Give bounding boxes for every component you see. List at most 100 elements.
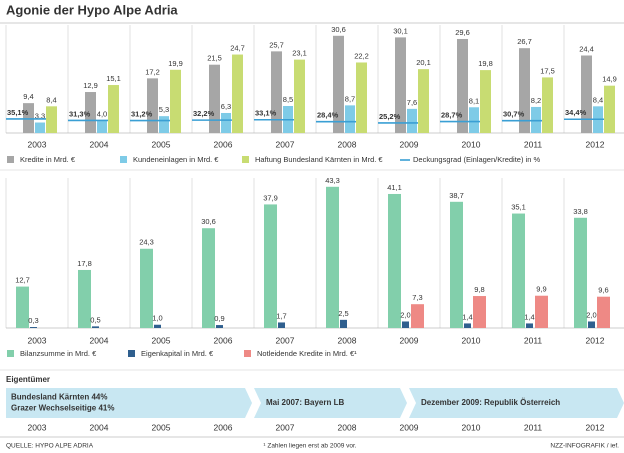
bar [388,193,401,328]
year-label: 2003 [28,139,47,149]
bar [170,69,181,133]
bar [512,213,525,328]
value-label: 25,7 [269,40,284,49]
legend-label: Deckungsgrad (Einlagen/Kredite) in % [413,155,540,164]
credit: NZZ-INFOGRAFIK / ief. [550,443,619,450]
value-label: 6,3 [221,102,231,111]
ownership-label: Dezember 2009: Republik Österreich [421,398,560,407]
value-label: 15,1 [106,74,121,83]
value-label: 12,9 [83,81,98,90]
bar [202,228,215,328]
year-label: 2007 [276,335,295,345]
value-label: 4,0 [97,109,107,118]
legend-swatch [128,350,135,357]
year-label: 2006 [214,335,233,345]
value-label: 8,4 [593,95,603,104]
year-label: 2010 [462,335,481,345]
bar [326,186,339,328]
timeline-year: 2010 [462,422,481,432]
ownership-label: Bundesland Kärnten 44% [11,393,107,402]
timeline-year: 2009 [400,422,419,432]
legend-swatch [7,156,14,163]
footnote: ¹ Zahlen liegen erst ab 2009 vor. [263,443,356,450]
legend-swatch [7,350,14,357]
bar [407,108,417,133]
bar [480,70,491,133]
value-label: 19,8 [478,59,493,68]
value-label: 17,5 [540,66,555,75]
coverage-label: 31,2% [131,110,153,119]
year-label: 2008 [338,335,357,345]
bar [159,116,169,133]
bar [464,323,471,328]
legend-swatch [242,156,249,163]
bar [30,327,37,328]
bar [97,120,107,133]
bar [23,103,34,133]
source: QUELLE: HYPO ALPE ADRIA [6,443,94,450]
bar [294,59,305,133]
bar [535,295,548,328]
bar [604,85,615,133]
value-label: 17,2 [145,67,160,76]
value-label: 22,2 [354,51,369,60]
bar [597,296,610,328]
timeline-year: 2011 [524,422,543,432]
bar [140,248,153,328]
timeline-year: 2005 [152,422,171,432]
legend-label: Bilanzsumme in Mrd. € [20,349,97,358]
year-label: 2005 [152,139,171,149]
coverage-label: 30,7% [503,110,525,119]
bar [85,92,96,133]
value-label: 12,7 [15,276,30,285]
legend-swatch [244,350,251,357]
value-label: 26,7 [517,37,532,46]
bar [35,122,45,133]
bar [450,201,463,328]
bar [92,326,99,328]
bar [526,323,533,328]
bar [418,69,429,133]
coverage-label: 28,7% [441,111,463,120]
value-label: 5,3 [159,105,169,114]
value-label: 8,1 [469,96,479,105]
coverage-label: 35,1% [7,108,29,117]
value-label: 8,5 [283,95,293,104]
value-label: 9,8 [474,285,484,294]
value-label: 0,5 [90,315,100,324]
timeline-year: 2004 [90,422,109,432]
bar [78,269,91,328]
timeline-year: 2006 [214,422,233,432]
value-label: 30,6 [201,217,216,226]
value-label: 21,5 [207,54,222,63]
timeline-year: 2012 [586,422,605,432]
bar [221,112,231,133]
value-label: 17,8 [77,259,92,268]
year-label: 2010 [462,139,481,149]
timeline-year: 2007 [276,422,295,432]
year-label: 2009 [400,139,419,149]
ownership-label: Mai 2007: Bayern LB [266,398,344,407]
timeline-year: 2003 [28,422,47,432]
ownership-label: Grazer Wechselseitige 41% [11,404,114,413]
year-label: 2009 [400,335,419,345]
bar [581,55,592,133]
title: Agonie der Hypo Alpe Adria [6,2,178,17]
value-label: 33,8 [573,207,588,216]
year-label: 2011 [524,335,543,345]
legend-label: Eigenkapital in Mrd. € [141,349,214,358]
legend-label: Notleidende Kredite in Mrd. €¹ [257,349,357,358]
coverage-label: 25,2% [379,112,401,121]
bar [542,77,553,133]
value-label: 3,3 [35,112,45,121]
value-label: 37,9 [263,193,278,202]
coverage-label: 28,4% [317,111,339,120]
value-label: 24,4 [579,44,594,53]
value-label: 8,2 [531,96,541,105]
bar [519,48,530,134]
value-label: 23,1 [292,49,307,58]
value-label: 9,9 [536,285,546,294]
bar [574,217,587,328]
value-label: 7,3 [412,293,422,302]
